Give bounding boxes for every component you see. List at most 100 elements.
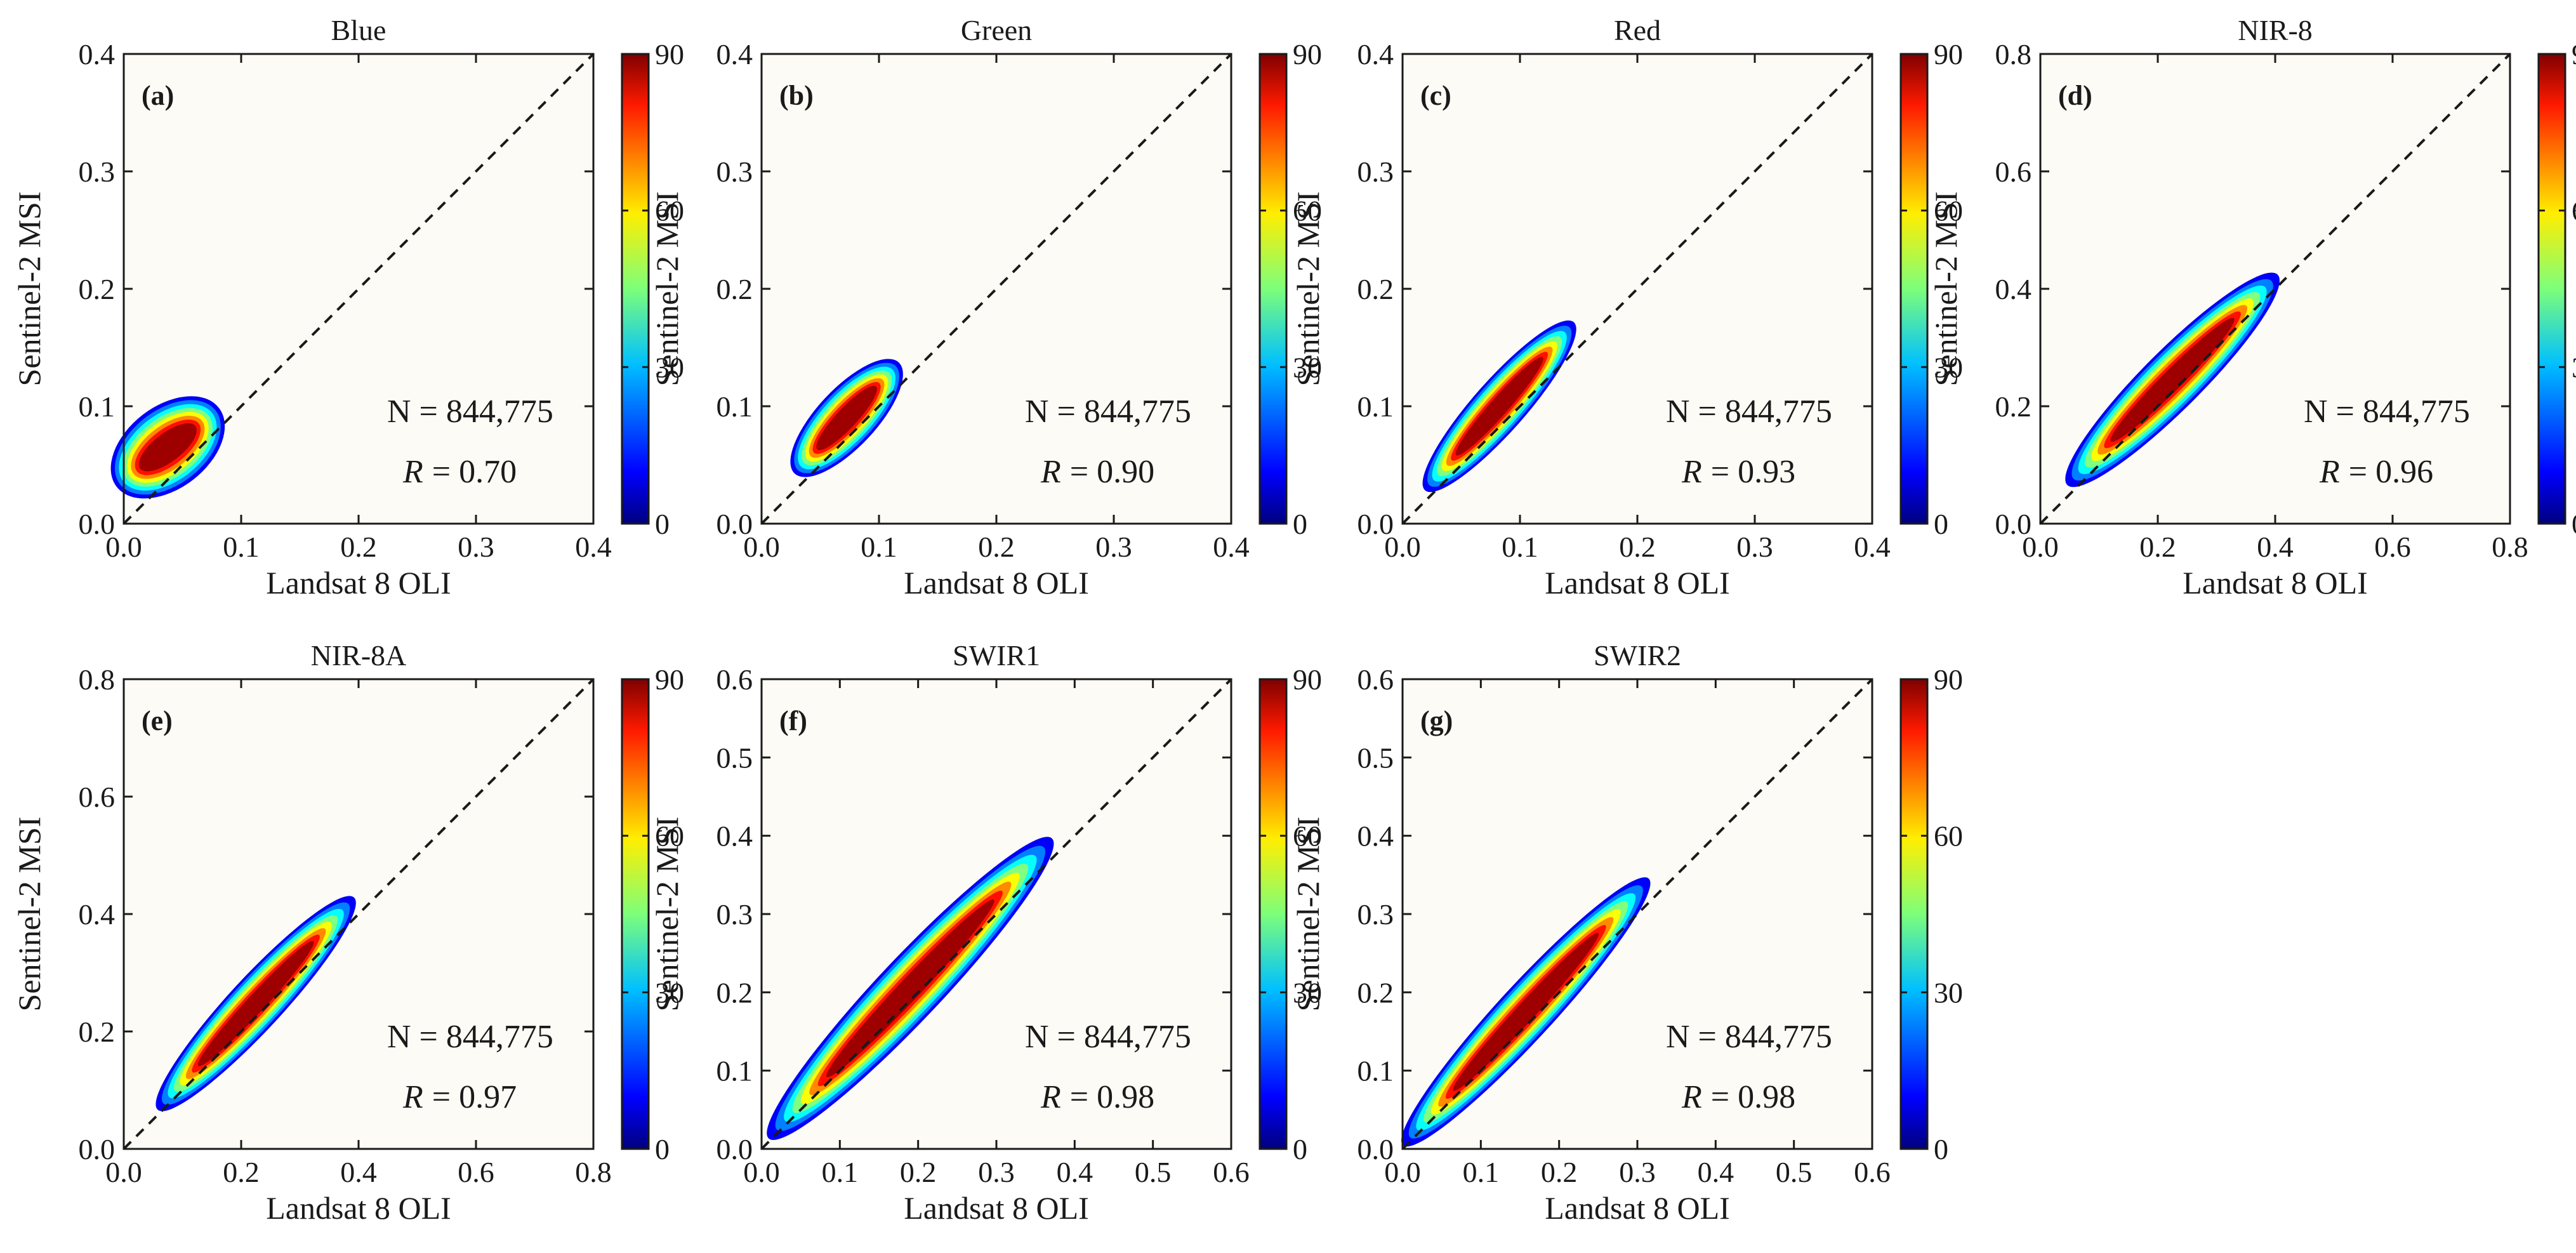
x-tick-label: 0.4 <box>1213 531 1250 563</box>
colorbar-tick-label: 0 <box>655 1133 670 1165</box>
y-axis-label: Sentinel-2 MSI <box>1290 192 1326 387</box>
x-tick-label: 0.3 <box>1736 531 1773 563</box>
y-tick-label: 0.2 <box>1357 976 1394 1009</box>
y-tick-label: 0.4 <box>79 38 116 70</box>
x-tick-label: 0.0 <box>1384 531 1421 563</box>
colorbar-tick-label: 0 <box>1293 508 1307 540</box>
y-tick-label: 0.4 <box>1357 820 1394 852</box>
panel-tag: (a) <box>142 80 174 111</box>
x-axis-label: Landsat 8 OLI <box>904 1190 1089 1226</box>
y-tick-label: 0.8 <box>1995 38 2032 70</box>
y-axis-label: Sentinel-2 MSI <box>649 192 685 387</box>
correlation-symbol: R <box>1040 1079 1061 1115</box>
chart-panel: 0.0 0.1 0.2 0.3 0.4 0.0 0.1 0.2 0.3 0.4 Green Lands… <box>649 14 1322 600</box>
x-tick-label: 0.1 <box>861 531 897 563</box>
x-tick-label: 0.1 <box>822 1156 859 1188</box>
correlation-text: R = 0.97 <box>402 1079 517 1115</box>
correlation-symbol: R <box>1681 1079 1702 1115</box>
density-cloud <box>110 396 225 499</box>
y-tick-label: 0.0 <box>717 1133 753 1165</box>
x-tick-label: 0.2 <box>1541 1156 1578 1188</box>
x-axis-label: Landsat 8 OLI <box>266 565 451 600</box>
panel-title: Blue <box>331 14 386 46</box>
colorbar-tick-label: 60 <box>655 195 684 227</box>
chart-panel: 0.0 0.1 0.2 0.3 0.4 0.5 0.6 0.0 0.1 0.2 0.3 0.4 0.5 0… <box>649 639 1322 1226</box>
colorbar-tick-label: 60 <box>1293 820 1322 852</box>
x-tick-label: 0.3 <box>458 531 494 563</box>
colorbar <box>2537 53 2566 525</box>
x-tick-label: 0.6 <box>458 1156 494 1188</box>
density-cloud <box>2065 272 2280 487</box>
sample-count: N = 844,775 <box>387 1019 553 1055</box>
density-band <box>197 941 314 1066</box>
y-tick-label: 0.3 <box>717 156 753 188</box>
x-tick-label: 0.6 <box>2374 531 2411 563</box>
colorbar-tick-label: 90 <box>2572 38 2576 70</box>
colorbar-tick-label: 30 <box>655 976 684 1009</box>
density-band <box>816 385 877 451</box>
x-tick-label: 0.2 <box>223 1156 260 1188</box>
colorbar <box>1258 53 1288 525</box>
y-tick-label: 0.2 <box>717 273 753 305</box>
x-tick-label: 0.0 <box>105 1156 142 1188</box>
y-tick-label: 0.5 <box>717 741 753 774</box>
panel-title: Red <box>1614 14 1661 46</box>
sample-count: N = 844,775 <box>2304 394 2470 430</box>
colorbar <box>621 53 650 525</box>
x-tick-label: 0.0 <box>105 531 142 563</box>
x-tick-label: 0.8 <box>2492 531 2528 563</box>
y-tick-label: 0.6 <box>1995 156 2032 188</box>
correlation-text: R = 0.98 <box>1681 1079 1795 1115</box>
density-cloud <box>1401 877 1651 1147</box>
y-axis-label: Sentinel-2 MSI <box>1928 192 1964 387</box>
sample-count: N = 844,775 <box>1666 394 1832 430</box>
density-band <box>1453 932 1599 1091</box>
chart-panel: 0.0 0.1 0.2 0.3 0.4 0.0 0.1 0.2 0.3 0.4 Blue Landsa… <box>11 14 684 600</box>
x-tick-label: 0.6 <box>1854 1156 1891 1188</box>
density-band <box>826 899 994 1078</box>
colorbar <box>621 678 650 1150</box>
colorbar-tick-label: 90 <box>1293 663 1322 696</box>
sample-count: N = 844,775 <box>387 394 553 430</box>
x-tick-label: 0.0 <box>743 531 780 563</box>
correlation-value: = 0.96 <box>2349 454 2433 490</box>
colorbar-tick-label: 30 <box>1293 976 1322 1009</box>
colorbar-tick-label: 30 <box>1293 351 1322 383</box>
y-axis-label: Sentinel-2 MSI <box>11 817 47 1012</box>
colorbar-tick-label: 60 <box>655 820 684 852</box>
x-tick-label: 0.4 <box>2257 531 2294 563</box>
panel-title: NIR-8A <box>311 639 407 672</box>
x-axis-label: Landsat 8 OLI <box>904 565 1089 600</box>
colorbar-tick-label: 0 <box>1934 508 1948 540</box>
colorbar-tick-label: 30 <box>1934 351 1963 383</box>
one-to-one-line <box>760 678 1232 1150</box>
density-band <box>138 423 197 472</box>
y-axis-label: Sentinel-2 MSI <box>649 817 685 1012</box>
correlation-value: = 0.93 <box>1711 454 1795 490</box>
colorbar-tick-label: 90 <box>1934 38 1963 70</box>
y-tick-label: 0.3 <box>717 898 753 931</box>
y-tick-label: 0.2 <box>1995 390 2032 423</box>
y-tick-label: 0.4 <box>717 820 753 852</box>
y-tick-label: 0.5 <box>1357 741 1394 774</box>
one-to-one-line <box>1401 53 1873 525</box>
x-tick-label: 0.4 <box>1854 531 1891 563</box>
panel-title: Green <box>961 14 1032 46</box>
y-tick-label: 0.2 <box>1357 273 1394 305</box>
panel-title: SWIR1 <box>953 639 1040 672</box>
correlation-text: R = 0.96 <box>2319 454 2433 490</box>
colorbar-tick-label: 60 <box>1934 820 1963 852</box>
y-tick-label: 0.1 <box>1357 390 1394 423</box>
x-axis-label: Landsat 8 OLI <box>266 1190 451 1226</box>
correlation-symbol: R <box>1040 454 1061 490</box>
y-tick-label: 0.1 <box>1357 1055 1394 1087</box>
x-tick-label: 0.4 <box>340 1156 377 1188</box>
correlation-symbol: R <box>402 1079 423 1115</box>
y-tick-label: 0.0 <box>79 508 116 540</box>
x-tick-label: 0.2 <box>978 531 1015 563</box>
correlation-value: = 0.97 <box>432 1079 517 1115</box>
x-tick-label: 0.4 <box>1057 1156 1093 1188</box>
density-band <box>1455 357 1543 456</box>
colorbar-tick-label: 90 <box>1934 663 1963 696</box>
